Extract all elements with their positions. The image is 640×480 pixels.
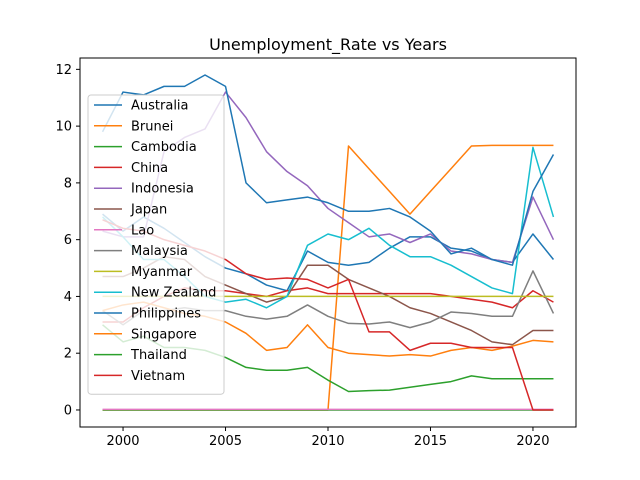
legend-entry-label: Japan	[130, 203, 167, 218]
chart-title: Unemployment_Rate vs Years	[209, 35, 447, 55]
legend-entry-label: China	[131, 161, 168, 176]
y-tick-label: 12	[55, 63, 72, 78]
legend-entry-label: Cambodia	[131, 140, 197, 155]
legend-entry-label: Vietnam	[131, 369, 185, 384]
legend-entry-label: Singapore	[131, 327, 197, 342]
legend-entry-label: Indonesia	[131, 182, 194, 197]
legend-entry-label: Brunei	[131, 119, 173, 134]
y-tick-label: 2	[64, 347, 72, 362]
legend-entry-label: Lao	[131, 223, 154, 238]
legend-entry-label: Thailand	[130, 348, 187, 363]
legend-entry-label: Australia	[131, 99, 189, 114]
plot-frame	[79, 57, 577, 428]
legend-box	[87, 94, 225, 395]
x-tick-label: 2020	[516, 434, 549, 449]
y-axis: 0 2 4 6 8 10 12	[55, 63, 80, 418]
y-tick-label: 0	[64, 403, 72, 418]
y-tick-label: 10	[55, 120, 72, 135]
y-tick-label: 6	[64, 233, 72, 248]
x-tick-label: 2015	[414, 434, 447, 449]
y-tick-label: 4	[64, 290, 72, 305]
x-axis: 2000 2005 2010 2015 2020	[106, 427, 550, 449]
y-tick-label: 8	[64, 176, 72, 191]
legend-entry-label: New Zealand	[131, 286, 216, 301]
legend: Australia Brunei Cambodia China Indonesia Jap…	[87, 94, 225, 395]
x-tick-label: 2010	[311, 434, 344, 449]
series-line-philippines	[101, 74, 555, 266]
x-tick-label: 2005	[209, 434, 242, 449]
legend-entry-label: Myanmar	[131, 265, 193, 280]
legend-entry-label: Philippines	[131, 307, 201, 322]
x-tick-label: 2000	[106, 434, 139, 449]
legend-entry-label: Malaysia	[131, 244, 188, 259]
